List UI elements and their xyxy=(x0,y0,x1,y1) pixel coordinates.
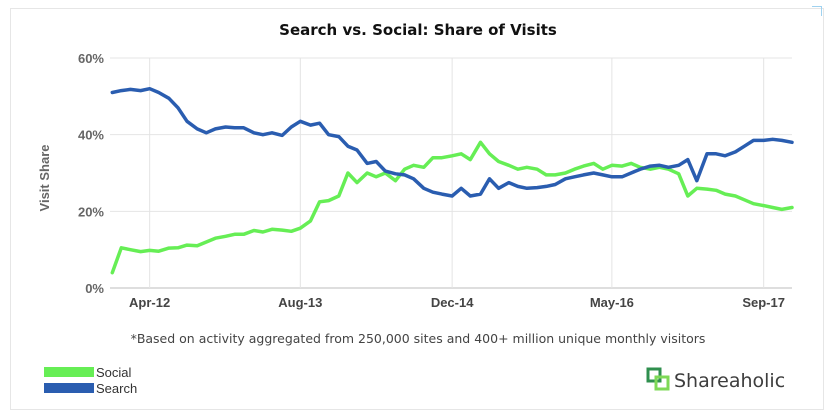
series-line-social xyxy=(110,140,794,275)
shareaholic-logo: Shareaholic xyxy=(646,367,785,392)
legend-label-search: Search xyxy=(96,381,137,396)
y-axis-label: Visit Share xyxy=(37,145,52,212)
x-tick-label: Sep-17 xyxy=(742,295,785,310)
x-axis-ticks: Apr-12 Aug-13 Dec-14 May-16 Sep-17 xyxy=(129,295,785,310)
y-tick-label: 60% xyxy=(78,51,104,66)
y-tick-label: 40% xyxy=(78,128,104,143)
y-tick-label: 20% xyxy=(78,204,104,219)
legend-label-social: Social xyxy=(96,365,132,380)
shareaholic-logo-icon xyxy=(646,367,670,391)
series-lines xyxy=(110,86,794,275)
x-tick-label: Dec-14 xyxy=(431,295,474,310)
x-tick-label: May-16 xyxy=(590,295,634,310)
legend-swatch-search xyxy=(44,383,94,393)
legend: Social Search xyxy=(44,365,137,396)
grid xyxy=(110,57,792,289)
x-tick-label: Aug-13 xyxy=(278,295,322,310)
footnote: *Based on activity aggregated from 250,0… xyxy=(131,331,706,346)
x-tick-label: Apr-12 xyxy=(129,295,170,310)
expand-icon xyxy=(812,6,822,16)
legend-swatch-social xyxy=(44,367,94,377)
y-tick-label: 0% xyxy=(85,281,104,296)
y-axis-ticks: 0% 20% 40% 60% xyxy=(78,51,104,296)
series-line-search xyxy=(110,86,794,198)
chart-frame xyxy=(10,8,824,410)
chart-title: Search vs. Social: Share of Visits xyxy=(279,21,557,39)
brand-name: Shareaholic xyxy=(674,370,785,392)
